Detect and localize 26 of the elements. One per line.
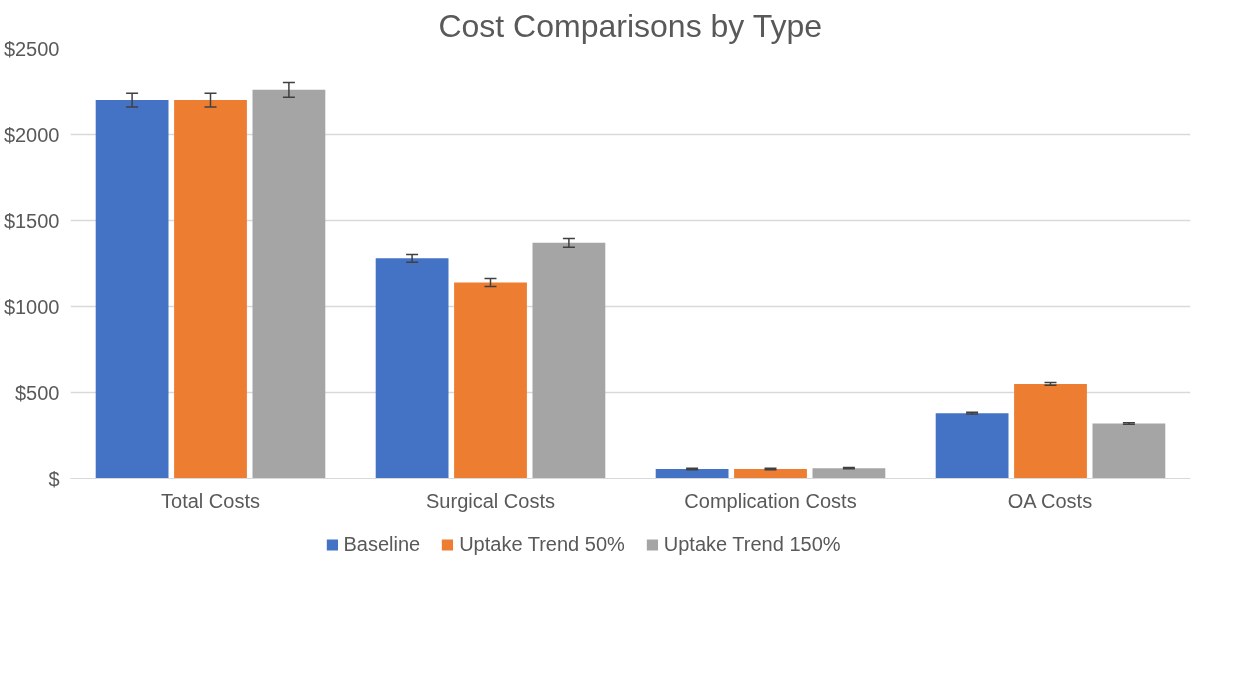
bar	[1092, 423, 1166, 479]
y-tick-label: $1000	[3, 295, 60, 318]
bar	[812, 468, 886, 479]
bar	[655, 469, 729, 479]
x-tick-label: Surgical Costs	[426, 489, 555, 512]
x-tick-label: Complication Costs	[684, 489, 857, 512]
bar	[375, 258, 449, 479]
bar	[1014, 383, 1087, 479]
y-tick-label: $	[48, 467, 60, 490]
y-tick-label: $2500	[3, 37, 60, 60]
bar	[252, 89, 326, 479]
x-tick-label: Total Costs	[161, 489, 260, 512]
chart-title: Cost Comparisons by Type	[438, 7, 822, 44]
bar	[532, 242, 606, 479]
bar	[734, 469, 807, 479]
y-tick-label: $500	[15, 381, 60, 404]
y-tick-label: $2000	[3, 123, 60, 146]
legend-label: Uptake Trend 50%	[459, 532, 625, 556]
bar	[935, 413, 1009, 479]
bar	[174, 100, 247, 479]
legend-label: Baseline	[343, 532, 421, 556]
bar	[454, 282, 527, 479]
legend-label: Uptake Trend 150%	[663, 532, 841, 556]
bar	[95, 100, 169, 479]
x-tick-label: OA Costs	[1007, 489, 1093, 512]
y-tick-label: $1500	[3, 209, 60, 232]
